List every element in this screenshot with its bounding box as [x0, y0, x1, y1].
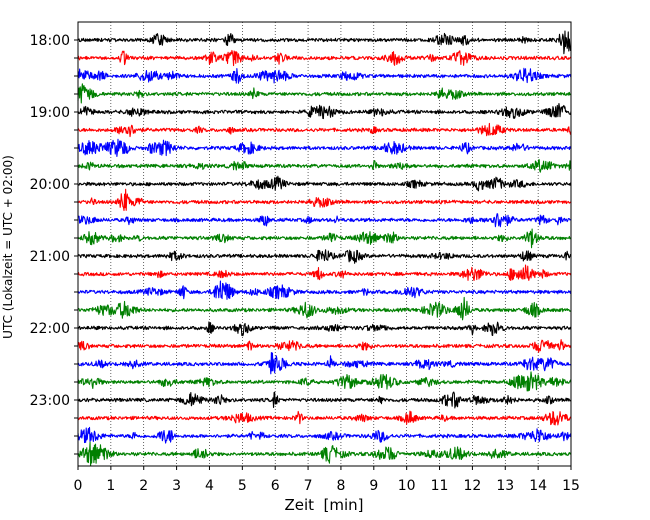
trace-2315 — [77, 410, 572, 426]
minute-grid — [110, 22, 539, 466]
trace-1930 — [77, 138, 572, 158]
trace-1900 — [77, 103, 572, 120]
trace-1915 — [77, 122, 572, 138]
x-tick-label: 1 — [106, 478, 115, 494]
trace-2130 — [77, 280, 572, 300]
x-tick-label: 12 — [463, 478, 481, 494]
trace-2045 — [77, 228, 572, 249]
trace-1830 — [77, 67, 572, 84]
trace-1845 — [77, 83, 572, 104]
y-tick-label: 20:00 — [30, 177, 70, 193]
seismic-traces — [77, 30, 572, 467]
trace-2245 — [77, 371, 572, 392]
y-tick-label: 22:00 — [30, 321, 70, 337]
trace-2000 — [77, 175, 572, 192]
x-tick-label: 14 — [529, 478, 547, 494]
trace-1945 — [77, 159, 572, 173]
x-tick-label: 10 — [398, 478, 416, 494]
y-axis-ticks: 18:00 19:00 20:00 21:00 22:00 23:00 — [30, 33, 78, 455]
x-tick-label: 3 — [172, 478, 181, 494]
x-tick-label: 9 — [369, 478, 378, 494]
x-axis-title: Zeit [min] — [284, 496, 363, 514]
x-tick-label: 11 — [431, 478, 449, 494]
trace-2015 — [77, 188, 572, 212]
y-tick-label: 19:00 — [30, 105, 70, 121]
trace-2230 — [77, 352, 572, 375]
trace-2200 — [77, 321, 572, 337]
trace-2100 — [77, 249, 572, 264]
x-tick-label: 13 — [496, 478, 514, 494]
trace-2330 — [77, 426, 572, 444]
x-tick-label: 2 — [139, 478, 148, 494]
trace-2030 — [77, 213, 572, 228]
trace-2115 — [77, 264, 572, 282]
y-tick-label: 21:00 — [30, 249, 70, 265]
x-tick-label: 0 — [74, 478, 83, 494]
x-tick-label: 15 — [562, 478, 580, 494]
trace-2300 — [77, 391, 572, 409]
y-tick-label: 23:00 — [30, 393, 70, 409]
trace-2345 — [77, 441, 572, 467]
x-tick-label: 4 — [205, 478, 214, 494]
y-axis-title: UTC (Lokalzeit = UTC + 02:00) — [1, 155, 15, 339]
x-tick-label: 5 — [238, 478, 247, 494]
x-tick-label: 7 — [304, 478, 313, 494]
x-tick-label: 6 — [271, 478, 280, 494]
x-axis-ticks: 0 1 2 3 4 5 6 7 8 9 10 11 12 13 14 15 — [74, 466, 580, 494]
y-tick-label: 18:00 — [30, 33, 70, 49]
plot-frame — [77, 21, 572, 467]
trace-2145 — [77, 296, 572, 321]
trace-2215 — [77, 339, 572, 353]
x-tick-label: 8 — [336, 478, 345, 494]
trace-1815 — [77, 49, 572, 67]
trace-1800 — [77, 30, 572, 55]
